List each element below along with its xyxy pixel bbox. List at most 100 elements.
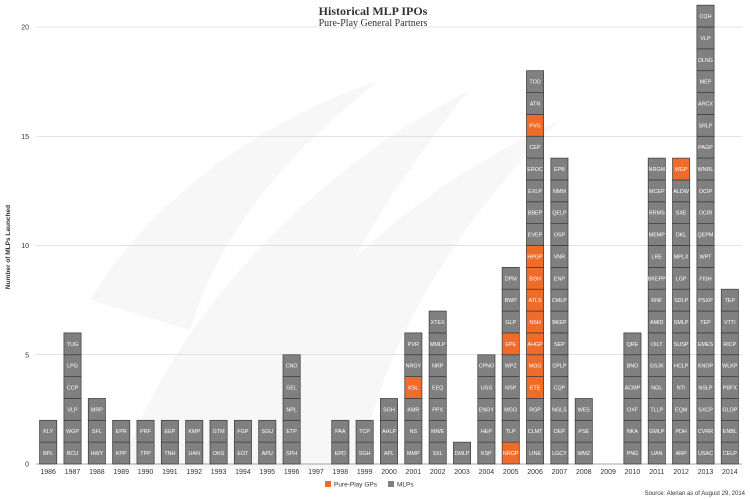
segment-label-2006-15: CEP [530,145,541,151]
segment-label-2006-4: ETE [530,386,541,392]
segment-label-2011-5: GSJK [650,364,664,370]
segment-label-2013-8: PSXP [698,298,713,304]
segment-label-2004-3: ENGY [479,407,495,413]
legend-label-mlps: MLPs [397,482,414,489]
segment-label-2013-1: USAC [698,451,713,457]
segment-label-2012-6: SUSP [674,342,689,348]
segment-label-2011-12: RRMS [649,211,665,217]
segment-label-2013-20: VLP [700,36,711,42]
segment-label-2005-2: TLP [506,429,516,435]
segment-label-1998-1: EPD [335,451,346,457]
segment-label-2001-6: PVR [408,342,419,348]
bar-stack-2007: LGCY DEP NGLS CQP CPLP SEP BKEP CMLP ENP VNR OSP QE… [550,157,569,465]
bar-stack-1994: EOT FGP [233,419,252,465]
bar-stack-2001: MMP NS KMR KSL NRGY PVR [404,332,423,465]
segment-label-2008-2: PSE [578,429,589,435]
segment-label-2006-12: BBEP [528,211,543,217]
segment-label-2014-6: RICP [723,342,736,348]
segment-label-2010-5: BNO [627,364,639,370]
segment-label-2011-14: NRGM [649,167,666,173]
segment-label-2005-9: DPM [505,276,517,282]
segment-label-1990-1: TPP [140,451,151,457]
source-note: Source: Alerian as of August 29, 2014 [645,491,746,497]
segment-label-2006-16: PVG [529,123,540,129]
segment-label-2012-12: SXE [676,211,687,217]
segment-label-2007-1: LGCY [552,451,567,457]
bar-stack-1999: SGH TCP [355,419,374,465]
segment-label-1988-1: HWY [91,451,104,457]
x-tick-label-2014: 2014 [722,469,738,476]
segment-label-2006-10: HPGP [527,254,543,260]
segment-label-2014-7: VTTI [724,320,736,326]
segment-label-2001-1: MMP [407,451,420,457]
bar-stack-1989: KPP EPR [112,419,131,465]
segment-label-2011-4: NGL [651,386,662,392]
mlp-segment-1993-2 [209,419,228,443]
segment-label-2006-8: ATLS [529,298,542,304]
segment-label-2012-1: ARP [676,451,687,457]
y-axis-label: Number of MLPs Launched [5,205,12,289]
segment-label-2007-14: EPB [554,167,565,173]
segment-label-2008-1: WMZ [577,451,591,457]
segment-label-2007-13: NMM [553,189,566,195]
segment-label-1992-2: KMP [188,429,200,435]
mlp-segment-2014-8 [720,288,739,312]
y-tick-label-5: 5 [25,352,29,359]
mlp-segment-1991-2 [160,419,179,443]
bar-stack-2006: LINE CLMT RGP ETE MGG AHGP NSH ATLS BGH HPGP EVEP B… [526,70,545,465]
segment-label-2007-9: ENP [554,276,565,282]
segment-label-2011-11: MEMP [649,233,666,239]
x-tick-label-2013: 2013 [698,469,714,476]
segment-label-1996-2: ETP [286,429,297,435]
mlp-segment-1999-2 [355,419,374,443]
mlp-segment-2013-21 [696,4,715,28]
segment-label-1990-2: PRF [140,429,151,435]
segment-label-2013-6: EMES [698,342,714,348]
segment-label-2013-7: TEP [700,320,711,326]
segment-label-2011-8: RNF [651,298,663,304]
mlp-segment-1988-3 [87,398,106,421]
bar-stack-2011: UAN GMLP TLLP NGL GSJK OILT AMID RNF BKEPP LRE MEM… [648,157,666,465]
segment-label-2007-10: VNR [554,254,565,260]
segment-label-1998-2: PAA [335,429,346,435]
segment-label-2010-3: OXF [627,407,639,413]
segment-label-2007-5: CPLP [552,364,566,370]
x-tick-label-1994: 1994 [235,469,251,476]
segment-label-1995-2: SGU [261,429,273,435]
segment-label-2007-8: CMLP [552,298,567,304]
segment-label-2013-14: WNRL [698,167,714,173]
segment-label-2004-2: HEP [481,429,492,435]
segment-label-2000-3: SGH [383,407,395,413]
segment-label-2010-2: NKA [627,429,638,435]
segment-label-2012-7: SMLP [674,320,689,326]
segment-label-2006-3: RGP [529,407,541,413]
segment-label-2006-11: EVEP [528,233,543,239]
segment-label-2012-10: MPLX [674,254,689,260]
mlp-segment-2004-5 [477,354,496,377]
segment-label-1986-2: KLY [43,429,53,435]
segment-label-2006-5: MGG [529,364,542,370]
x-tick-label-1997: 1997 [308,469,324,476]
segment-label-1999-2: TCP [359,429,370,435]
bar-stack-2008: WMZ PSE WES [574,398,593,465]
mlp-segment-1994-2 [233,419,252,443]
segment-label-2011-6: OILT [651,342,663,348]
segment-label-2013-21: CQH [699,14,711,20]
mlp-segment-1995-2 [258,419,277,443]
segment-label-2013-13: OCIP [699,189,713,195]
segment-label-2006-9: BGH [529,276,541,282]
segment-label-2005-3: MGG [504,407,517,413]
segment-label-2012-2: PDH [675,429,686,435]
segment-label-2006-2: CLMT [528,429,543,435]
segment-label-2010-6: QRE [627,342,639,348]
segment-label-2013-9: FISH [699,276,711,282]
segment-label-1999-1: SGH [359,451,371,457]
x-tick-label-1996: 1996 [284,469,300,476]
segment-label-1993-2: GTM [213,429,225,435]
segment-label-1987-4: CCP [67,386,79,392]
x-tick-label-2012: 2012 [673,469,689,476]
segment-label-1992-1: UAN [189,451,200,457]
segment-label-2011-7: AMID [650,320,664,326]
bar-stack-1990: TPP PRF [136,419,155,465]
